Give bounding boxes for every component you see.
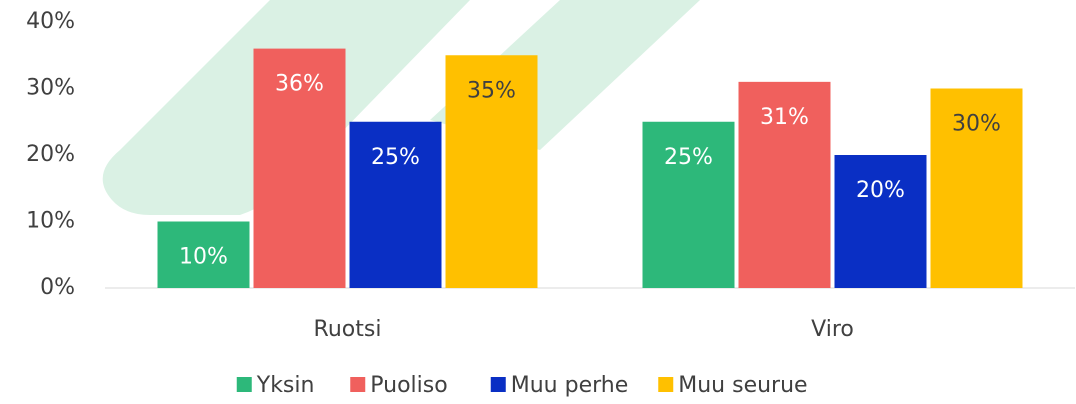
y-tick-label: 20% [26, 142, 75, 167]
data-label: 36% [275, 72, 324, 97]
y-tick-label: 30% [26, 76, 75, 101]
bar [445, 55, 538, 288]
data-label: 25% [371, 145, 420, 170]
legend-swatch [350, 377, 366, 392]
data-label: 31% [760, 105, 809, 130]
legend-swatch [658, 377, 674, 392]
y-tick-label: 0% [40, 275, 75, 300]
bar [642, 121, 735, 288]
bar [349, 121, 442, 288]
legend-label: Muu perhe [511, 373, 629, 398]
bar [930, 88, 1023, 288]
data-label: 10% [179, 245, 228, 270]
y-tick-label: 40% [26, 9, 75, 34]
legend-swatch [490, 377, 506, 392]
legend-swatch [236, 377, 252, 392]
bar [253, 48, 346, 288]
bar [834, 155, 927, 288]
legend-label: Puoliso [370, 373, 447, 398]
bar [157, 221, 250, 288]
legend-label: Yksin [256, 373, 315, 398]
bar [738, 81, 831, 288]
data-label: 25% [664, 145, 713, 170]
legend-label: Muu seurue [678, 373, 807, 398]
data-label: 35% [467, 78, 516, 103]
x-tick-label: Viro [811, 317, 854, 342]
data-label: 30% [952, 112, 1001, 137]
data-label: 20% [856, 178, 905, 203]
x-tick-label: Ruotsi [314, 317, 382, 342]
y-tick-label: 10% [26, 209, 75, 234]
